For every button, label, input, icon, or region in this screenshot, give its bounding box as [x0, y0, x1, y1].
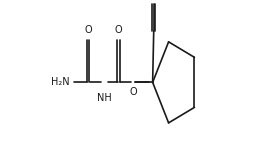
Text: O: O: [129, 87, 137, 97]
Text: NH: NH: [97, 93, 112, 103]
Text: O: O: [115, 25, 122, 35]
Text: O: O: [84, 25, 92, 35]
Text: H₂N: H₂N: [51, 77, 69, 87]
